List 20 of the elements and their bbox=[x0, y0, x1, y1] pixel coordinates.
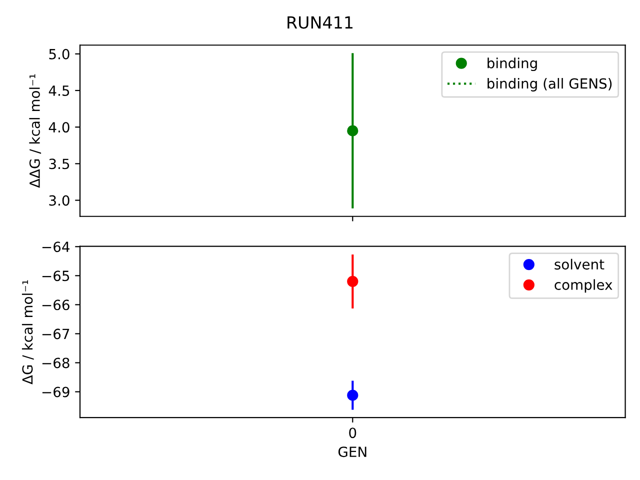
x-axis-title: GEN bbox=[338, 446, 366, 458]
y-tick-label: 5.0 bbox=[49, 48, 70, 60]
y-axis-title: ΔΔG / kcal mol⁻¹ bbox=[29, 74, 42, 188]
y-tick-label: 3.0 bbox=[49, 195, 70, 206]
x-tick-label: 0 bbox=[349, 428, 356, 438]
y-tick-label: −66 bbox=[42, 300, 70, 310]
y-tick-label: −69 bbox=[42, 386, 70, 398]
legend-label: complex bbox=[554, 279, 612, 293]
legend-label: binding (all GENS) bbox=[488, 78, 612, 92]
legend-label: solvent bbox=[554, 258, 604, 270]
legend-label: binding bbox=[488, 58, 537, 72]
chart-title: RUN411 bbox=[288, 16, 352, 29]
y-tick-label: −67 bbox=[42, 328, 70, 340]
y-tick-label: 3.5 bbox=[49, 158, 70, 170]
y-tick-label: −64 bbox=[42, 242, 70, 252]
y-tick-label: 4.0 bbox=[48, 122, 70, 133]
y-axis-title: ΔG / kcal mol⁻¹ bbox=[22, 280, 34, 384]
y-tick-label: −65 bbox=[42, 270, 70, 282]
y-tick-label: 4.5 bbox=[48, 86, 70, 96]
y-tick-label: −68 bbox=[42, 358, 70, 368]
